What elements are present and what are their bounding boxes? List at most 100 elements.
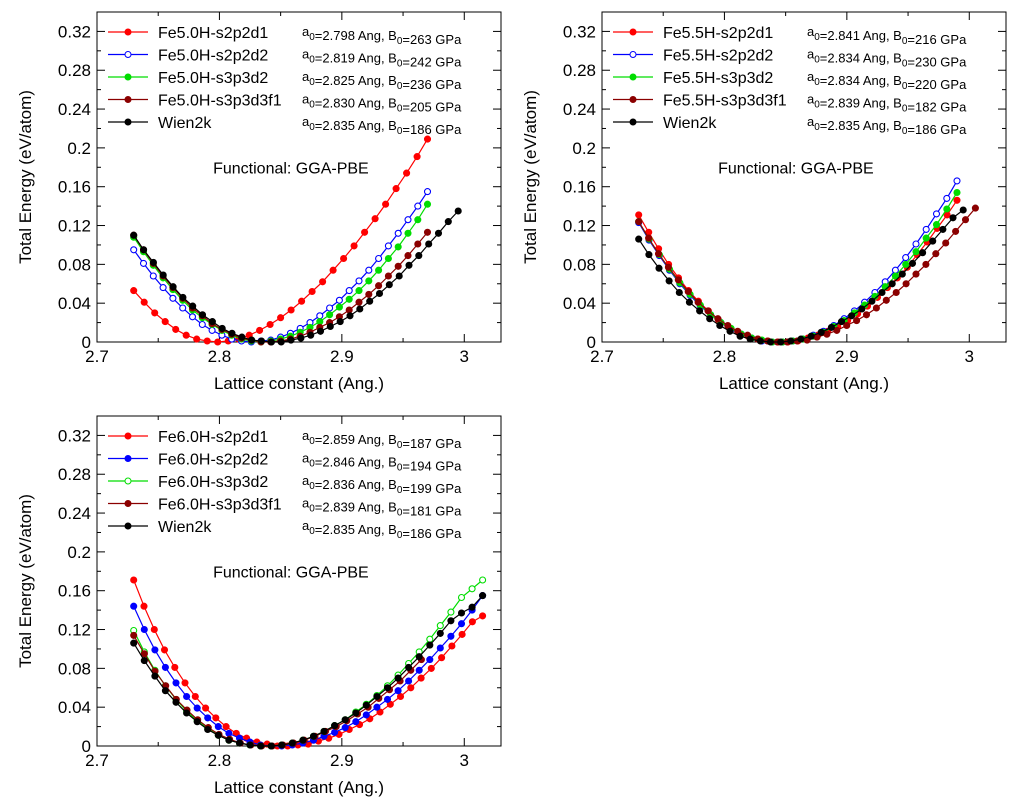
data-point: [335, 303, 343, 311]
data-point: [922, 234, 930, 242]
data-point: [848, 312, 856, 320]
data-point: [959, 206, 967, 214]
data-point: [404, 229, 412, 237]
data-point: [395, 272, 403, 280]
legend-marker: [629, 51, 637, 58]
data-point: [248, 336, 256, 344]
data-point: [225, 729, 233, 737]
x-axis-title: Lattice constant (Ang.): [719, 374, 889, 393]
data-point: [971, 204, 979, 212]
data-point: [448, 642, 456, 650]
data-point: [878, 288, 886, 297]
data-point: [341, 724, 349, 732]
data-point: [414, 240, 422, 248]
series-5: [130, 207, 462, 346]
data-point: [943, 205, 951, 213]
x-tick-label: 2.7: [590, 347, 614, 366]
legend-marker: [124, 432, 132, 440]
data-point: [182, 331, 190, 339]
fit-label: a0=2.835 Ang, B0=186 GPa: [807, 114, 967, 137]
data-point: [371, 215, 379, 223]
data-point: [316, 318, 324, 326]
fit-label: a0=2.835 Ang, B0=186 GPa: [302, 114, 462, 137]
data-point: [161, 663, 169, 671]
data-point: [222, 723, 230, 731]
data-point: [694, 298, 702, 306]
data-point: [423, 200, 432, 208]
data-point: [320, 727, 328, 735]
data-point: [189, 302, 197, 310]
data-point: [457, 620, 466, 628]
x-tick-label: 2.7: [85, 751, 109, 770]
data-point: [366, 297, 374, 305]
data-point: [664, 263, 672, 271]
fit-label: a0=2.836 Ang, B0=199 GPa: [302, 473, 462, 496]
y-tick-label: 0: [82, 333, 91, 352]
data-point: [436, 629, 444, 637]
data-point: [837, 318, 846, 326]
data-point: [277, 314, 285, 322]
data-point: [238, 333, 246, 341]
data-point: [415, 653, 423, 661]
data-point: [943, 194, 951, 202]
data-point: [149, 258, 157, 266]
data-point: [427, 664, 435, 672]
data-point: [356, 305, 364, 313]
legend: Fe6.0H-s2p2d1 a0=2.859 Ang, B0=187 GPa Fe6…: [108, 428, 462, 541]
data-point: [714, 315, 722, 323]
data-point: [939, 225, 947, 233]
functional-annotation: Functional: GGA-PBE: [718, 161, 874, 178]
y-tick-label: 0: [587, 333, 596, 352]
data-point: [436, 622, 444, 630]
y-tick-label: 0.16: [58, 178, 91, 197]
series-3: [635, 188, 961, 346]
fit-label: a0=2.839 Ang, B0=182 GPa: [807, 92, 967, 115]
data-point: [912, 248, 920, 256]
y-tick-label: 0.2: [67, 139, 91, 158]
fit-label: a0=2.846 Ang, B0=194 GPa: [302, 451, 462, 474]
data-point: [447, 617, 455, 625]
data-point: [902, 280, 910, 288]
legend-label: Fe6.0H-s3p3d3f1: [158, 497, 282, 514]
data-point: [394, 687, 402, 695]
data-point: [355, 277, 363, 285]
data-point: [415, 666, 423, 674]
data-point: [375, 289, 384, 298]
data-point: [171, 663, 179, 671]
legend-marker: [124, 118, 132, 126]
legend-label: Fe5.0H-s3p3d3f1: [158, 93, 282, 110]
data-point: [341, 716, 349, 724]
data-point: [823, 330, 831, 338]
data-point: [183, 692, 191, 701]
y-tick-label: 0.28: [563, 61, 596, 80]
series-line: [133, 595, 484, 747]
data-point: [756, 337, 764, 345]
data-point: [267, 742, 275, 750]
series-line: [133, 595, 484, 747]
legend-label: Wien2k: [663, 115, 717, 132]
data-point: [423, 188, 432, 196]
data-point: [151, 672, 159, 680]
y-tick-label: 0.04: [58, 294, 91, 313]
data-point: [949, 214, 957, 222]
data-point: [278, 741, 286, 749]
data-point: [468, 618, 476, 626]
data-point: [396, 692, 405, 701]
data-point: [447, 632, 455, 640]
data-point: [405, 663, 413, 671]
data-point: [365, 277, 373, 285]
y-axis-title: Total Energy (eV/atom): [16, 494, 35, 668]
series-line: [133, 231, 428, 343]
series-line: [133, 635, 422, 747]
data-point: [140, 602, 148, 610]
data-point: [326, 322, 334, 331]
data-point: [385, 281, 393, 289]
y-tick-label: 0: [82, 737, 91, 756]
data-point: [953, 196, 961, 204]
data-point: [352, 718, 360, 726]
data-point: [394, 262, 402, 270]
series-3: [130, 200, 432, 346]
x-tick-label: 2.8: [208, 347, 232, 366]
data-point: [307, 331, 315, 339]
